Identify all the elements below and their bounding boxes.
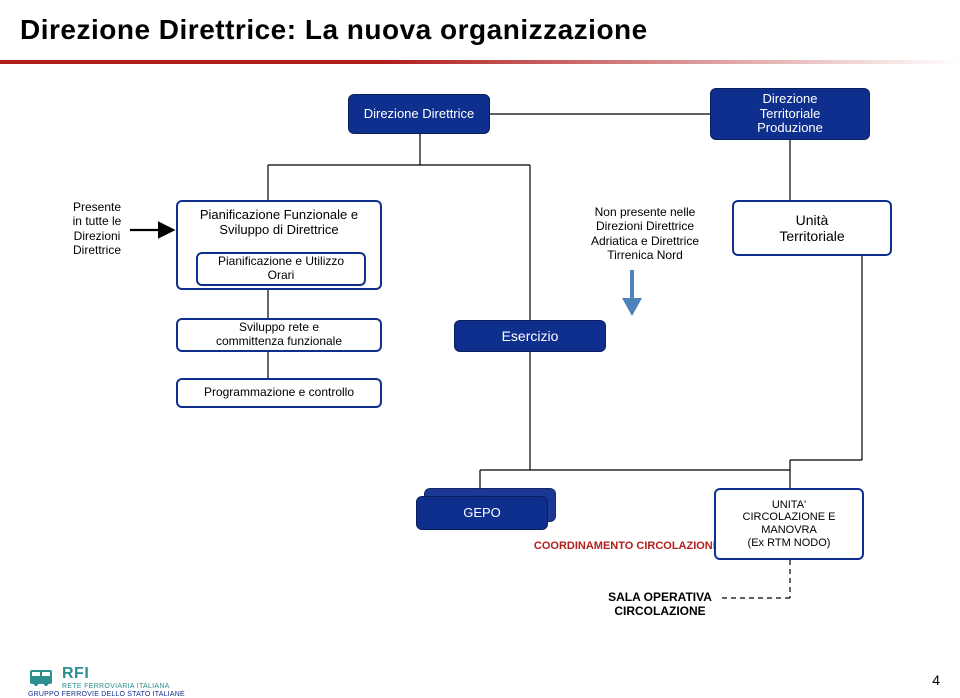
box-esercizio: Esercizio	[454, 320, 606, 352]
label-pianificazione-funzionale: Pianificazione Funzionale e Sviluppo di …	[178, 208, 380, 238]
box-unita-circolazione: UNITA' CIRCOLAZIONE E MANOVRA (Ex RTM NO…	[714, 488, 864, 560]
box-unita-territoriale: Unità Territoriale	[732, 200, 892, 256]
footer: RFI RETE FERROVIARIA ITALIANA GRUPPO FER…	[0, 650, 960, 698]
label-sala-operativa: SALA OPERATIVA CIRCOLAZIONE	[600, 590, 720, 619]
note-presente: Presente in tutte le Direzioni Direttric…	[62, 200, 132, 258]
label-coord-circolazione: COORDINAMENTO CIRCOLAZIONE	[512, 540, 742, 553]
group-pianificazione: Pianificazione Funzionale e Sviluppo di …	[176, 200, 382, 290]
footer-brand-sub: RETE FERROVIARIA ITALIANA	[62, 683, 170, 690]
page-title: Direzione Direttrice: La nuova organizza…	[20, 14, 648, 46]
box-direzione-direttrice: Direzione Direttrice	[348, 94, 490, 134]
box-sviluppo-rete: Sviluppo rete e committenza funzionale	[176, 318, 382, 352]
rfi-logo-icon	[28, 664, 54, 690]
note-non-presente: Non presente nelle Direzioni Direttrice …	[570, 205, 720, 263]
footer-group: GRUPPO FERROVIE DELLO STATO ITALIANE	[28, 691, 185, 698]
page-number: 4	[932, 672, 940, 688]
box-programmazione: Programmazione e controllo	[176, 378, 382, 408]
footer-brand: RFI	[62, 665, 170, 683]
box-pianificazione-utilizzo: Pianificazione e Utilizzo Orari	[196, 252, 366, 286]
box-direzione-territoriale: Direzione Territoriale Produzione	[710, 88, 870, 140]
slide-page: Direzione Direttrice: La nuova organizza…	[0, 0, 960, 698]
title-divider	[0, 60, 960, 64]
box-gepo: GEPO	[416, 496, 548, 530]
rfi-logo-block: RFI RETE FERROVIARIA ITALIANA	[28, 664, 170, 690]
